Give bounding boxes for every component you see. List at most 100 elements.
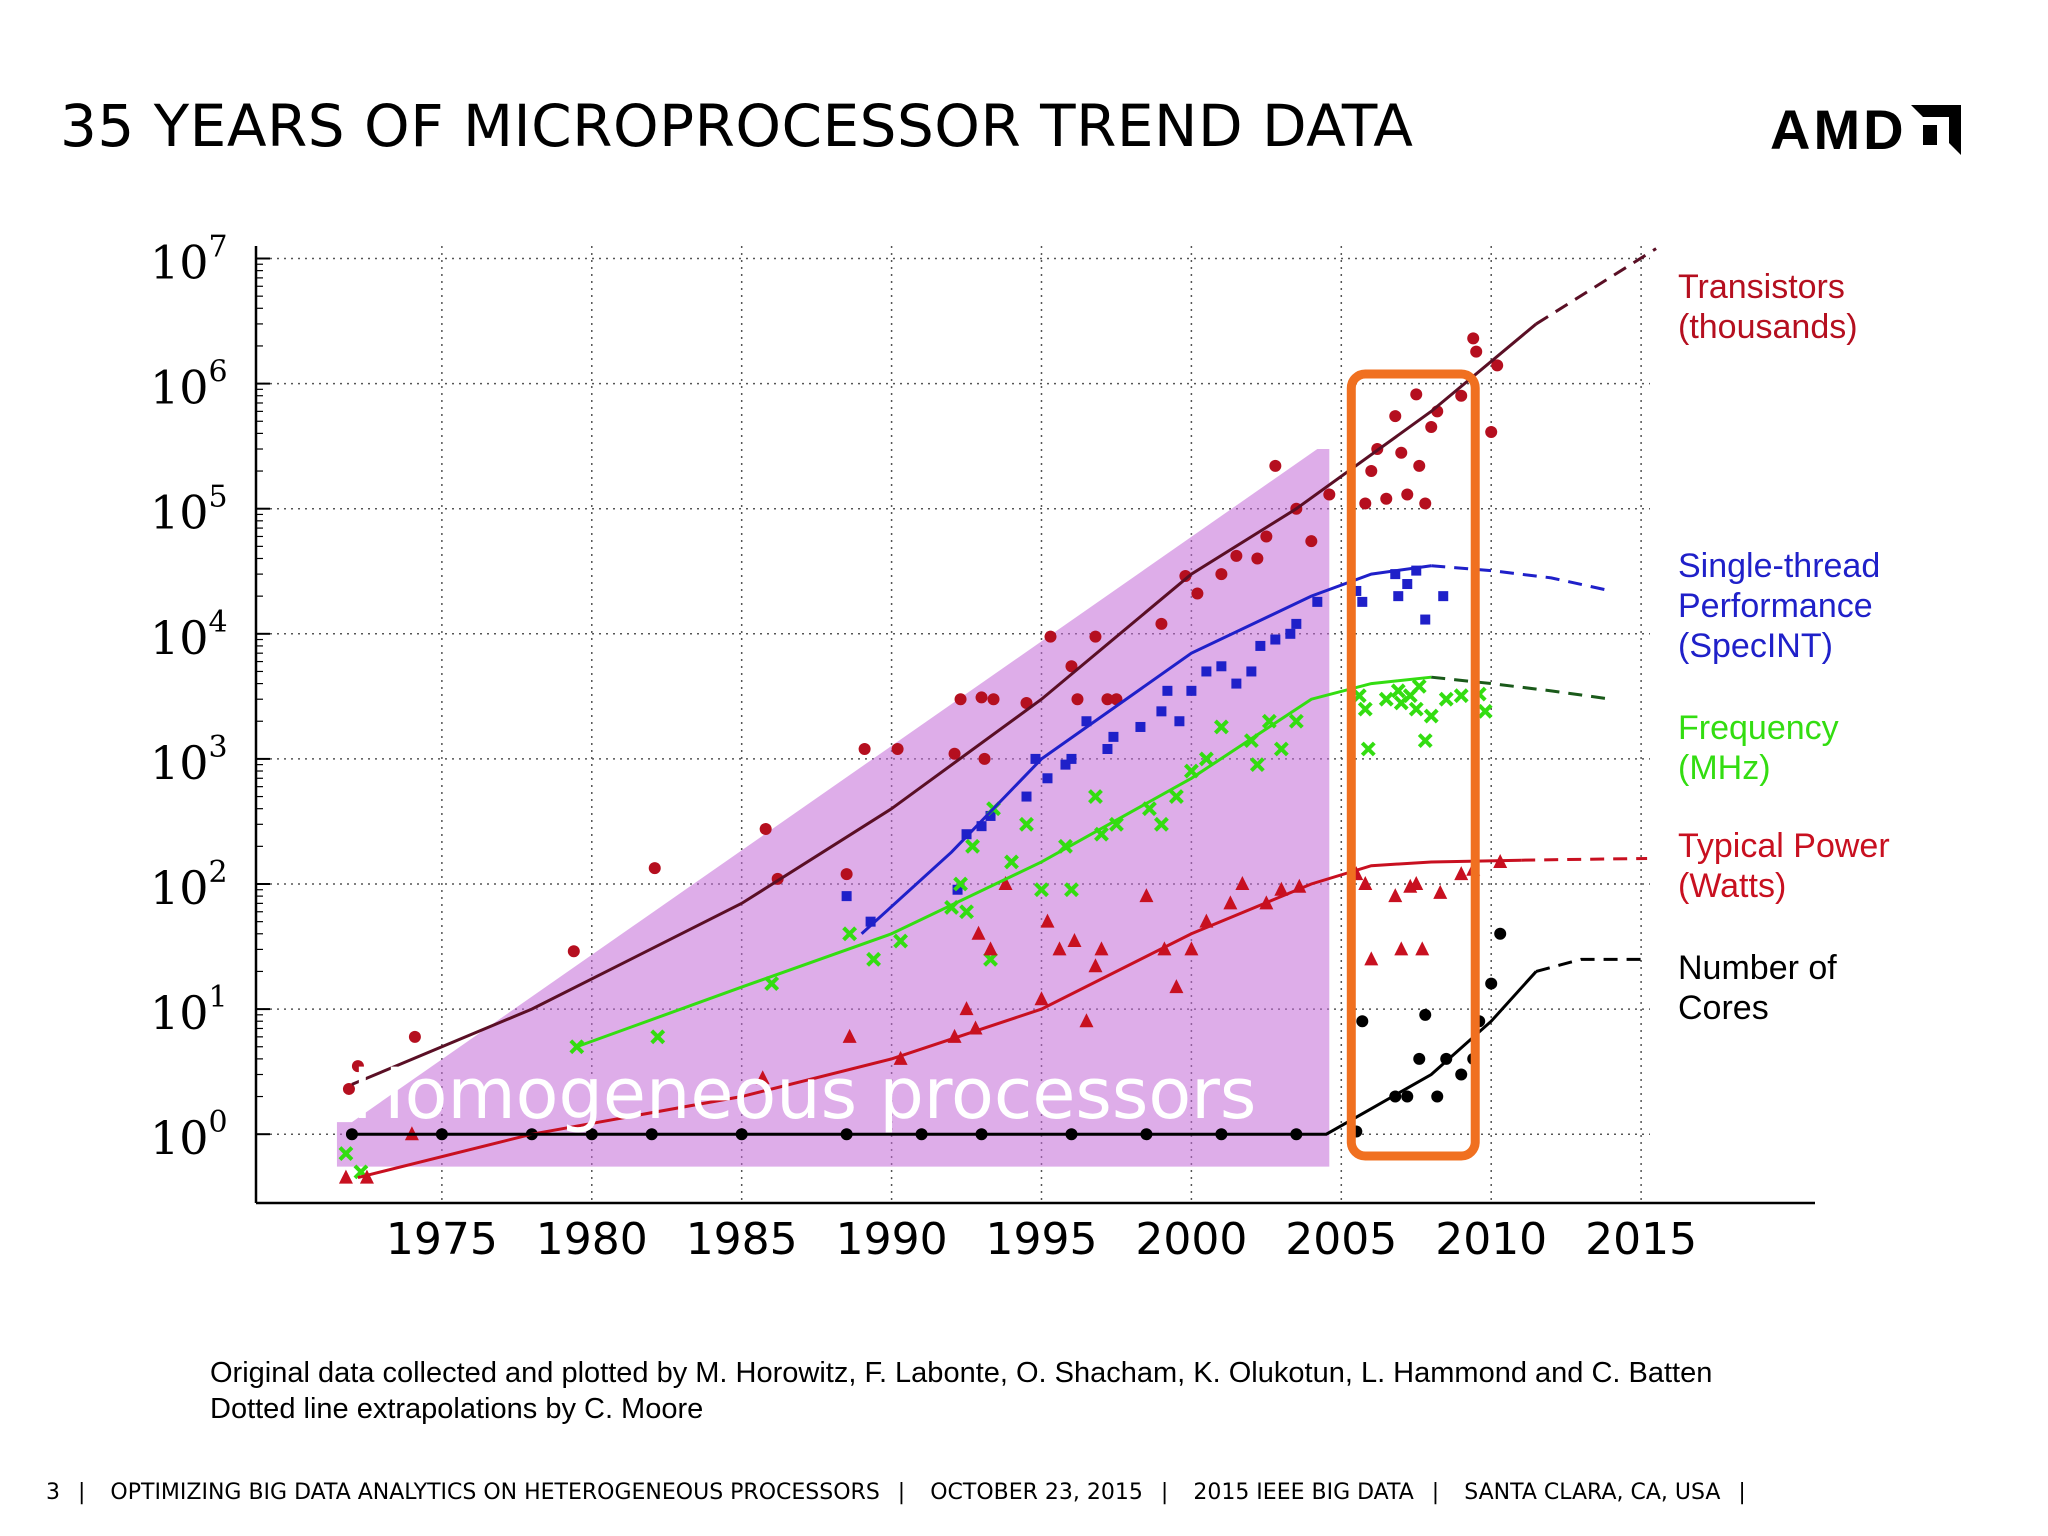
single-thread-performance-specint-point xyxy=(1285,628,1296,639)
single-thread-performance-specint-point xyxy=(976,821,987,832)
typical-power-watts-point xyxy=(842,1028,857,1043)
single-thread-performance-specint-point xyxy=(1291,618,1302,629)
frequency-mhz-point xyxy=(1004,854,1019,870)
transistors-thousands-point xyxy=(1305,535,1318,548)
single-thread-performance-specint-point xyxy=(1411,565,1422,576)
single-thread-performance-specint-point xyxy=(1021,791,1032,802)
x-tick-label: 2000 xyxy=(1135,1214,1247,1265)
typical-power-watts-point xyxy=(893,1050,908,1065)
typical-power-watts-point xyxy=(983,941,998,956)
transistors-thousands-trend-line xyxy=(351,322,1538,1086)
typical-power-watts-point xyxy=(998,876,1013,890)
x-tick-label: 1975 xyxy=(386,1214,498,1265)
frequency-mhz-point xyxy=(1390,683,1406,699)
single-thread-performance-specint-point xyxy=(1081,716,1092,727)
footer-separator: | xyxy=(1160,1480,1169,1505)
transistors-thousands-point xyxy=(1155,617,1168,630)
frequency-mhz-point xyxy=(1088,789,1103,804)
transistors-thousands-point xyxy=(1485,426,1498,439)
transistors-thousands-point xyxy=(1020,696,1033,709)
single-thread-performance-specint-point xyxy=(1135,721,1146,732)
frequency-mhz-trend-line xyxy=(576,675,1432,1049)
frequency-mhz-point xyxy=(1213,719,1229,735)
frequency-mhz-point xyxy=(1168,789,1184,804)
single-thread-performance-specint-point xyxy=(1066,753,1077,764)
homogeneous-region xyxy=(336,449,1330,1167)
footer-separator: | xyxy=(78,1480,86,1505)
typical-power-watts-point xyxy=(1409,876,1424,890)
transistors-thousands-point xyxy=(351,1060,364,1073)
typical-power-watts-point xyxy=(338,1169,353,1184)
credit-line-2: Dotted line extrapolations by C. Moore xyxy=(210,1393,704,1425)
frequency-mhz-point xyxy=(1411,678,1427,694)
typical-power-watts-point xyxy=(1040,913,1055,928)
single-thread-performance-specint-trend-line xyxy=(860,564,1432,935)
frequency-mhz-point xyxy=(965,838,980,854)
transistors-thousands-point xyxy=(1191,587,1204,600)
x-tick-label: 1980 xyxy=(536,1214,648,1265)
single-thread-performance-specint-point xyxy=(1351,585,1362,596)
frequency-mhz-point xyxy=(842,926,858,942)
typical-power-watts-point xyxy=(1139,888,1154,903)
transistors-thousands-point xyxy=(1425,420,1438,433)
single-thread-performance-specint-point xyxy=(841,891,852,902)
x-tick-label: 1985 xyxy=(686,1214,798,1265)
number-of-cores-point xyxy=(1431,1090,1444,1103)
y-tick-label: 102 xyxy=(150,855,228,915)
frequency-mhz-point xyxy=(1360,741,1376,757)
frequency-mhz-point xyxy=(1357,701,1373,717)
transistors-thousands-point xyxy=(1395,446,1408,459)
transistors-thousands-legend-label: Transistors (thousands) xyxy=(1678,268,1858,346)
frequency-mhz-point xyxy=(1438,691,1454,707)
transistors-thousands-point xyxy=(1467,332,1480,345)
number-of-cores-extrapolation-line xyxy=(1535,957,1642,973)
transistors-thousands-point xyxy=(1251,552,1264,565)
single-thread-performance-specint-point xyxy=(1231,678,1242,689)
homogeneous-processors-label: Homogeneous processors xyxy=(352,1053,1256,1135)
credit-line-1: Original data collected and plotted by M… xyxy=(210,1357,1713,1389)
typical-power-watts-point xyxy=(1094,941,1109,956)
x-tick-label: 1990 xyxy=(836,1214,948,1265)
single-thread-performance-specint-extrapolation-line xyxy=(1431,564,1612,593)
frequency-mhz-point xyxy=(953,876,968,892)
y-tick-label: 104 xyxy=(150,605,228,665)
frequency-mhz-point xyxy=(866,951,882,967)
typical-power-watts-point xyxy=(1358,876,1373,890)
frequency-mhz-point xyxy=(1378,691,1394,707)
frequency-mhz-point xyxy=(1408,701,1424,717)
transistors-thousands-point xyxy=(1419,497,1432,510)
single-thread-performance-specint-point xyxy=(1030,753,1041,764)
number-of-cores-point xyxy=(1401,1090,1414,1103)
chart-credits: Original data collected and plotted by M… xyxy=(210,1355,1712,1427)
frequency-mhz-point xyxy=(1423,708,1439,724)
single-thread-performance-specint-point xyxy=(1420,614,1431,625)
y-tick-label: 105 xyxy=(150,480,228,540)
frequency-mhz-point xyxy=(1453,688,1469,704)
transistors-thousands-point xyxy=(1413,459,1426,472)
footer-page-number: 3 xyxy=(46,1480,60,1505)
frequency-mhz-point xyxy=(338,1146,354,1161)
transistors-thousands-point xyxy=(567,945,580,958)
frequency-mhz-point xyxy=(1477,703,1493,719)
single-thread-performance-specint-point xyxy=(1438,591,1449,602)
transistors-thousands-point xyxy=(1410,388,1423,401)
frequency-mhz-point xyxy=(893,933,909,949)
transistors-thousands-point xyxy=(975,691,988,704)
transistors-thousands-point xyxy=(1071,693,1084,706)
transistors-thousands-point xyxy=(1455,389,1468,402)
single-thread-performance-specint-point xyxy=(1357,596,1368,607)
single-thread-performance-specint-point xyxy=(1216,661,1227,672)
transistors-thousands-point xyxy=(1380,492,1393,505)
y-tick-label: 101 xyxy=(150,980,228,1040)
single-thread-performance-specint-point xyxy=(1393,591,1404,602)
transistors-thousands-point xyxy=(987,693,1000,706)
single-thread-performance-specint-point xyxy=(1042,773,1053,784)
frequency-mhz-point xyxy=(1249,757,1265,773)
transistors-thousands-point xyxy=(648,862,661,875)
number-of-cores-trend-line xyxy=(351,970,1538,1136)
transistors-thousands-point xyxy=(891,742,904,755)
transistors-thousands-point xyxy=(978,752,991,765)
typical-power-watts-point xyxy=(1052,941,1067,956)
transistors-thousands-point xyxy=(1470,345,1483,358)
transistors-thousands-point xyxy=(1101,693,1114,706)
